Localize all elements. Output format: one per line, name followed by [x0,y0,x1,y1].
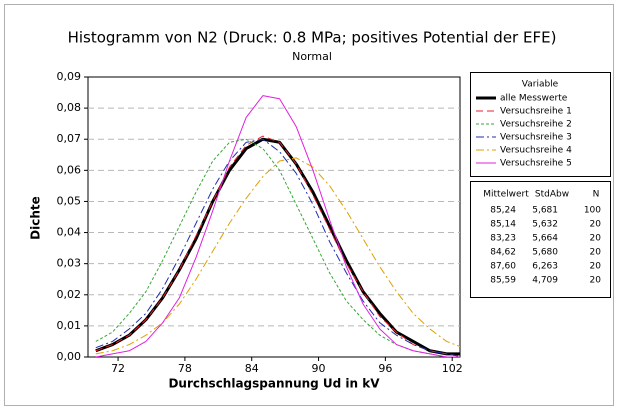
table-cell: 85,24 [490,206,516,216]
table-cell: 85,14 [490,220,516,230]
plot-lines [95,95,460,357]
y-tick-label: 0,06 [57,163,82,176]
x-tick-label: 102 [442,362,463,375]
table-cell: 20 [590,248,602,258]
y-tick-label: 0,04 [57,226,82,239]
legend-label: Versuchsreihe 4 [500,146,572,156]
chart-title: Histogramm von N2 (Druck: 0.8 MPa; posit… [68,29,557,47]
table-cell: 85,59 [490,276,516,286]
table-cell: 4,709 [532,276,558,286]
legend-label: alle Messwerte [500,94,568,104]
legend-label: Versuchsreihe 2 [500,120,572,130]
table-cell: 87,60 [490,262,516,272]
y-tick-label: 0,09 [57,70,82,83]
table-header: Mittelwert [483,190,529,200]
x-tick-label: 84 [245,362,259,375]
legend-label: Versuchsreihe 3 [500,133,572,143]
x-tick-label: 96 [378,362,392,375]
table-cell: 5,680 [532,248,558,258]
table-cell: 20 [590,234,602,244]
x-tick-label: 90 [312,362,326,375]
y-tick-label: 0,08 [57,101,82,114]
y-tick-label: 0,02 [57,288,82,301]
x-tick-label: 78 [178,362,192,375]
x-axis-label: Durchschlagspannung Ud in kV [168,377,380,391]
series-line [95,95,460,357]
table-cell: 5,632 [532,220,558,230]
table-cell: 20 [590,262,602,272]
table-cell: 83,23 [490,234,516,244]
plot-area [87,76,461,358]
legend-label: Versuchsreihe 5 [500,159,572,169]
series-line [95,157,460,355]
y-tick-label: 0,01 [57,319,82,332]
table-cell: 84,62 [490,248,516,258]
legend-label: Versuchsreihe 1 [500,107,572,117]
y-tick-label: 0,07 [57,132,82,145]
y-tick-label: 0,03 [57,257,82,270]
table-header: N [593,190,600,200]
table-cell: 100 [584,206,601,216]
table-cell: 5,681 [532,206,558,216]
x-tick-label: 72 [111,362,125,375]
series-line [95,135,460,357]
stats-table-box [470,181,611,298]
table-cell: 6,263 [532,262,558,272]
table-cell: 20 [590,276,602,286]
y-tick-label: 0,00 [57,350,82,363]
legend-title: Variable [522,80,559,90]
y-tick-label: 0,05 [57,194,82,207]
table-cell: 20 [590,220,602,230]
table-cell: 5,664 [532,234,558,244]
chart-subtitle: Normal [292,50,332,63]
table-header: StdAbw [535,190,569,200]
series-line [95,138,460,357]
y-axis-label: Dichte [29,196,43,240]
